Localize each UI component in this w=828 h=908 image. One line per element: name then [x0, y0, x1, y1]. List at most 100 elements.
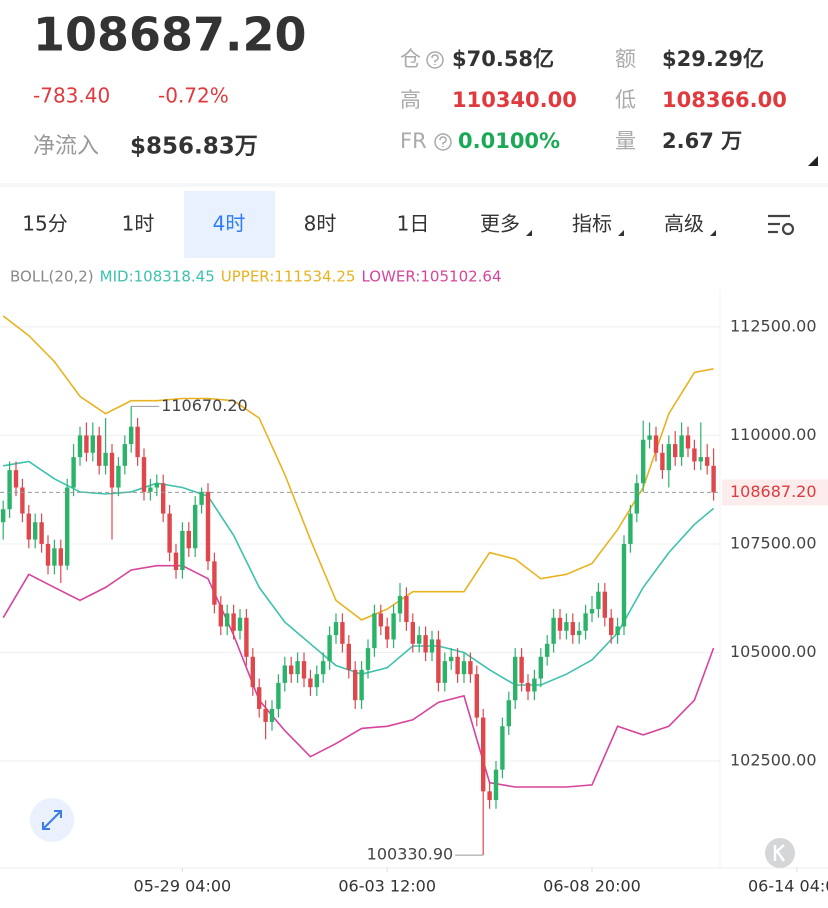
x-tick-label: 06-03 12:00	[338, 877, 436, 896]
boll-line	[3, 460, 715, 686]
candle-body	[13, 470, 19, 488]
candle-body	[423, 635, 428, 653]
x-tick-label: 06-08 20:00	[543, 877, 641, 896]
candle-body	[564, 622, 569, 631]
candle-body	[231, 613, 236, 631]
candle-body	[333, 622, 339, 636]
help-icon[interactable]	[434, 133, 452, 151]
candle-body	[705, 457, 710, 466]
candle-body	[193, 504, 198, 549]
tab[interactable]: 15分	[22, 212, 67, 236]
candle-body	[257, 687, 262, 709]
stat-label: 高	[400, 88, 421, 112]
x-tick-label: 05-29 04:00	[134, 877, 232, 896]
candle-body	[589, 609, 595, 614]
candle-body	[154, 483, 159, 488]
tab[interactable]: 更多	[480, 212, 520, 236]
k-button[interactable]	[765, 838, 795, 868]
stat-label: 仓	[400, 47, 421, 71]
indicator-name: BOLL(20,2)	[10, 268, 94, 286]
candle-body	[449, 656, 454, 662]
candle-body	[596, 591, 601, 610]
expand-triangle[interactable]	[808, 156, 818, 166]
annotation-label: 100330.90	[367, 845, 454, 864]
tab[interactable]: 1日	[397, 212, 430, 236]
candle-body	[397, 596, 403, 614]
candle-body	[237, 617, 243, 631]
candle-body	[429, 639, 435, 653]
candle-body	[129, 426, 134, 445]
stat-value: $70.58亿	[452, 47, 554, 71]
candle-body	[628, 513, 633, 544]
help-icon[interactable]	[426, 51, 444, 69]
divider	[0, 183, 828, 187]
candle-body	[442, 661, 447, 683]
help-mark	[431, 54, 439, 65]
candle-body	[698, 457, 703, 462]
candle-body	[20, 487, 25, 514]
tab[interactable]: 指标	[572, 212, 612, 236]
candle-body	[26, 513, 31, 540]
tab[interactable]: 4时	[213, 212, 246, 236]
candle-body	[647, 435, 652, 440]
stat-label: 量	[615, 129, 636, 153]
stat-label: FR	[400, 129, 427, 153]
fullscreen-button[interactable]	[30, 798, 74, 842]
candle-body	[506, 700, 511, 727]
candle-body	[276, 682, 281, 709]
candle-body	[321, 661, 326, 675]
candle-body	[282, 665, 287, 683]
candle-body	[148, 487, 153, 492]
tab[interactable]: 1时	[122, 212, 155, 236]
candle-body	[135, 426, 140, 458]
candle-body	[186, 530, 191, 549]
tab[interactable]: 高级	[664, 212, 704, 236]
candle-body	[513, 656, 518, 701]
stat-value: 0.0100%	[458, 129, 560, 153]
candle-body	[353, 669, 358, 701]
candle-body	[583, 613, 588, 631]
candle-body	[455, 656, 460, 675]
candle-body	[525, 682, 531, 692]
candle-body	[167, 513, 172, 553]
candle-body	[346, 643, 351, 670]
help-circle	[434, 133, 452, 151]
net-inflow: $856.83万	[130, 134, 258, 160]
price: 108687.20	[33, 8, 307, 62]
stat-label: 低	[615, 88, 636, 112]
net-inflow-label: 净流入	[33, 134, 99, 159]
y-tick-label: 102500.00	[730, 750, 817, 769]
change-pct: -0.72%	[158, 84, 229, 108]
tab[interactable]: 8时	[304, 212, 337, 236]
last-price-tag	[722, 479, 828, 506]
help-circle	[426, 51, 444, 69]
candle-body	[410, 622, 415, 644]
candle-body	[609, 617, 614, 636]
candle-body	[417, 635, 422, 644]
candle-body	[666, 444, 671, 471]
candle-body	[391, 613, 396, 640]
candle-body	[653, 435, 659, 453]
last-price-label: 108687.20	[730, 482, 817, 501]
candle-body	[173, 552, 179, 570]
candle-body	[711, 465, 716, 493]
candle-body	[538, 656, 543, 679]
candle-body	[365, 648, 371, 670]
settings-icon[interactable]	[768, 214, 795, 236]
active-tab-bg	[184, 191, 275, 258]
candle-body	[673, 444, 678, 458]
candle-body	[97, 435, 102, 466]
candle-body	[295, 661, 300, 675]
candle-body	[519, 656, 524, 683]
candle-body	[602, 591, 607, 618]
candle-body	[327, 635, 332, 662]
candle-body	[634, 483, 639, 514]
candle-body	[679, 435, 684, 458]
change: -783.40	[33, 84, 110, 108]
candle-body	[289, 665, 294, 675]
candle-body	[340, 622, 345, 644]
candle-body	[212, 561, 217, 605]
candle-body	[436, 639, 441, 683]
candle-body	[45, 543, 51, 566]
x-tick-label: 06-14 04:00	[748, 877, 828, 896]
